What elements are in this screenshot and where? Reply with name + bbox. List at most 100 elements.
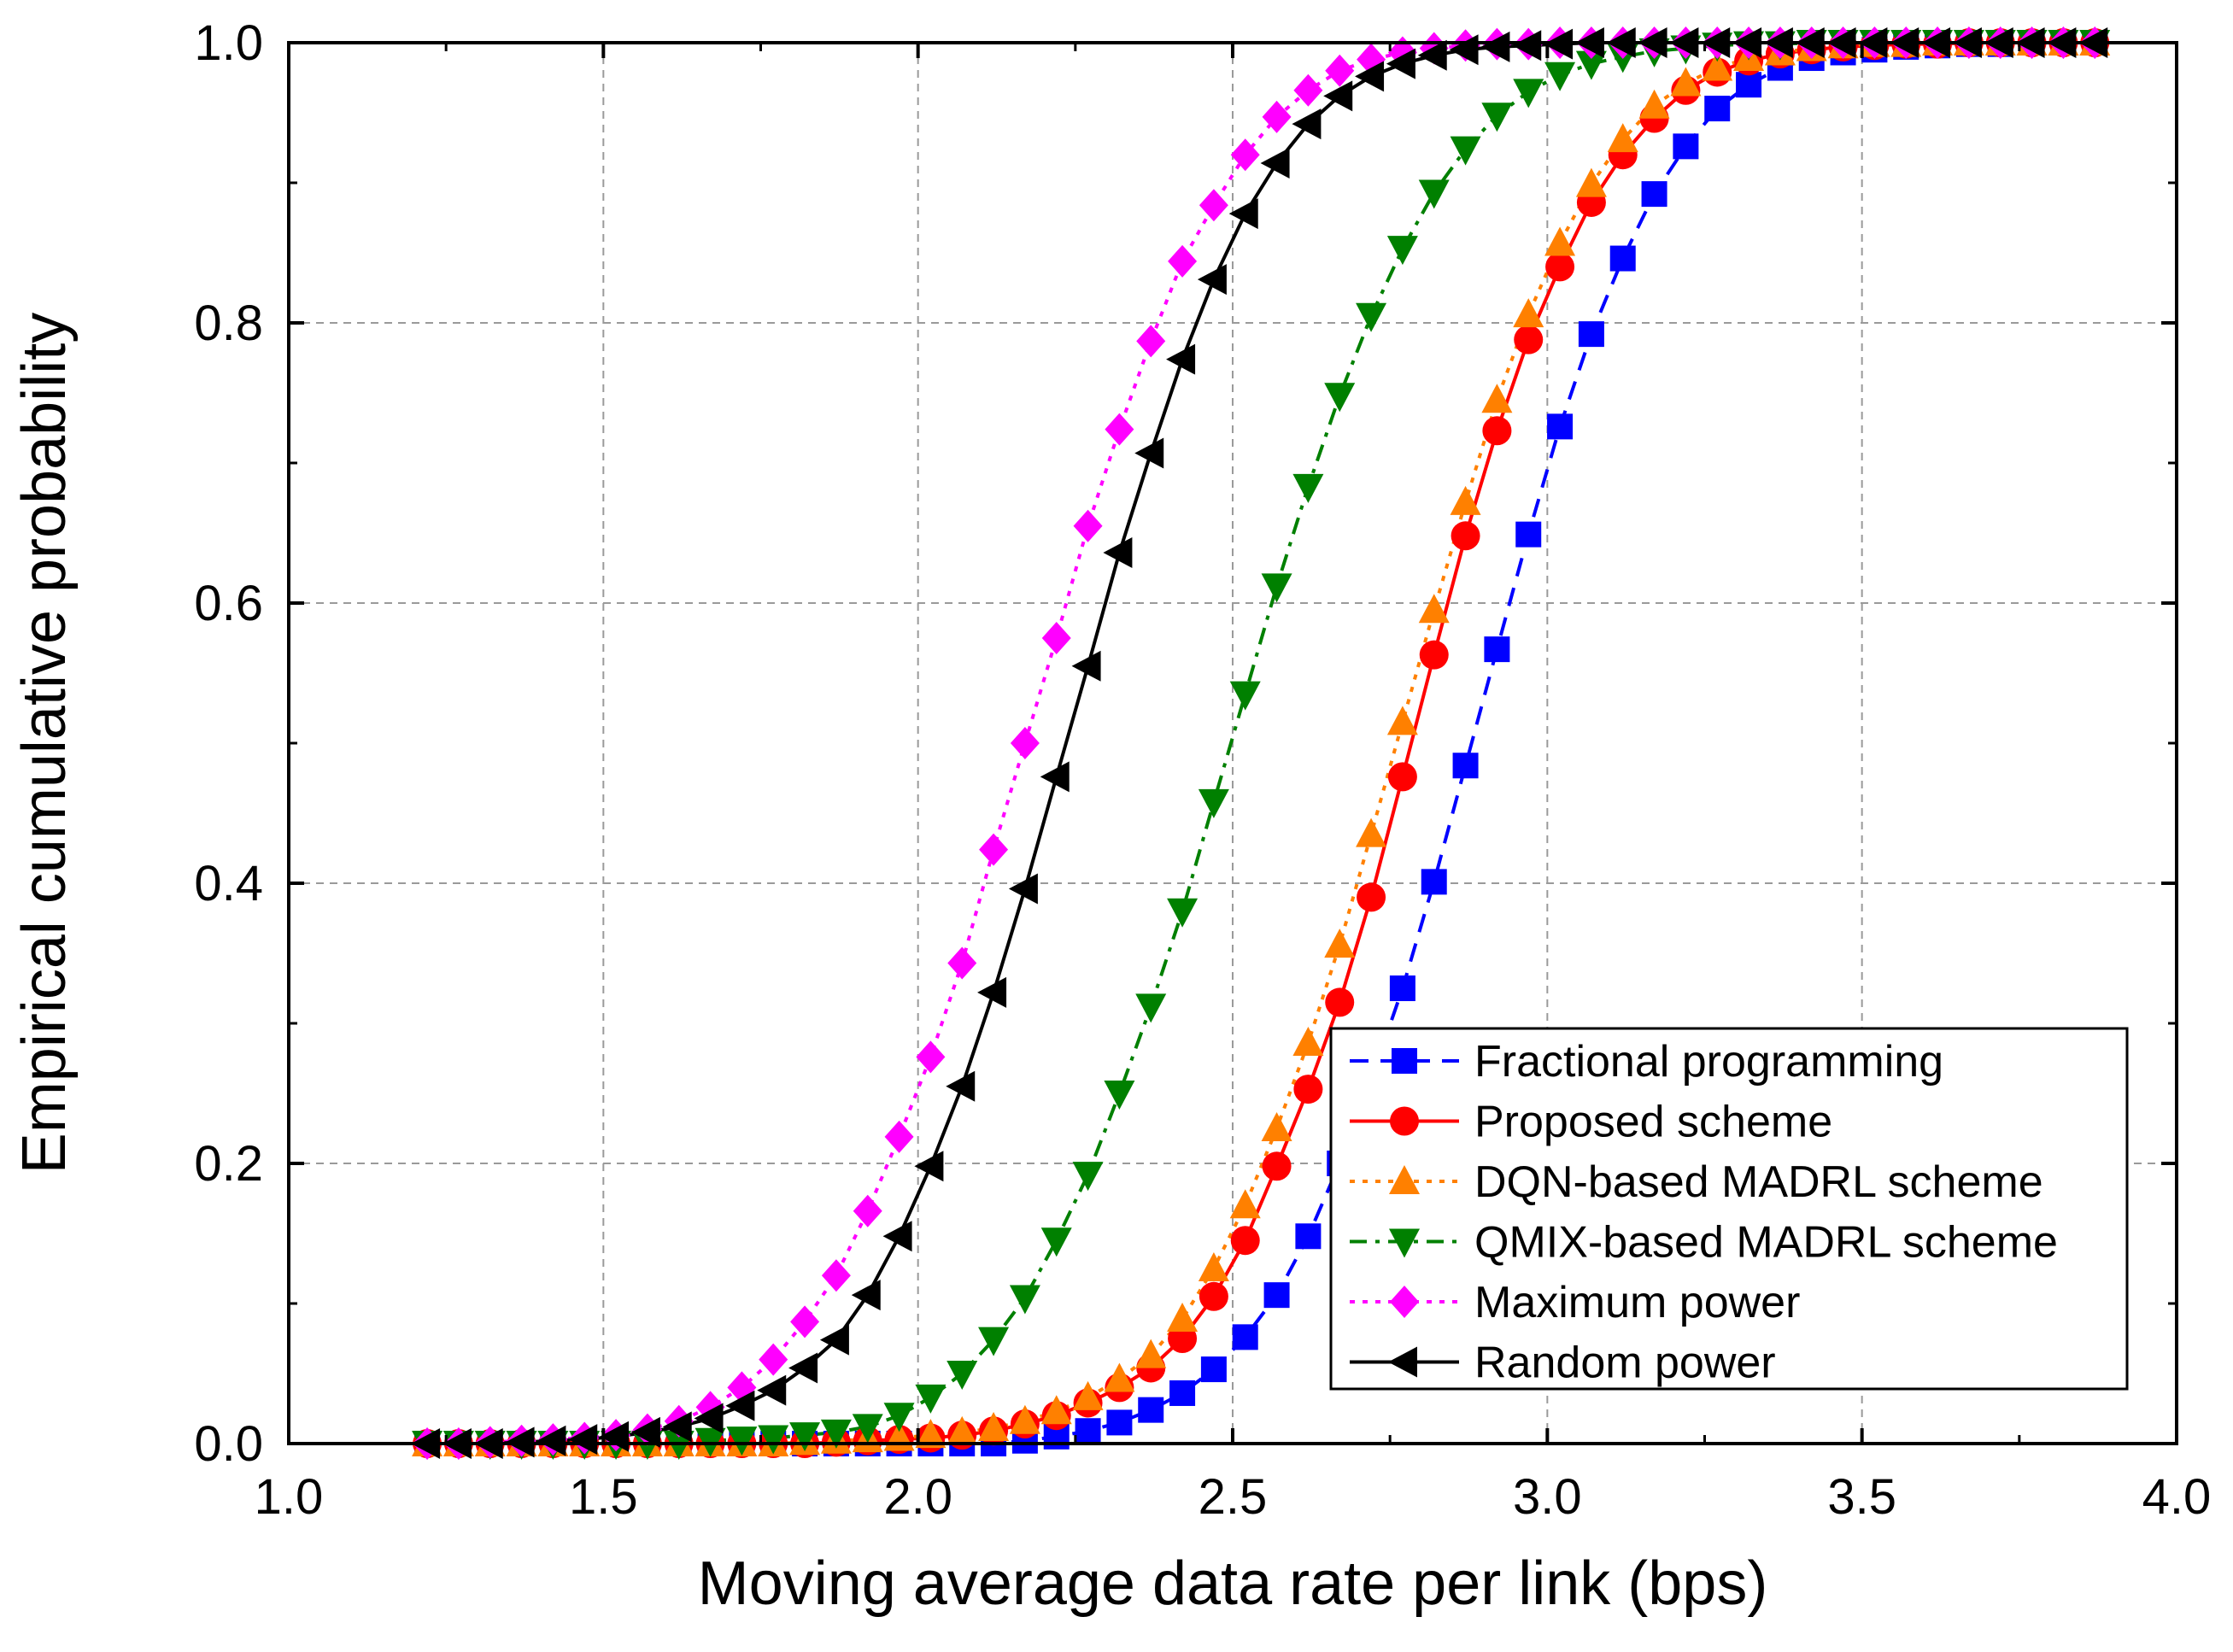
legend-marker	[1390, 1286, 1419, 1318]
data-point	[1166, 343, 1196, 375]
data-point	[1073, 509, 1103, 542]
data-point	[758, 1425, 789, 1455]
data-point	[1641, 181, 1667, 208]
data-point	[1262, 1151, 1292, 1181]
data-point	[853, 1194, 882, 1227]
data-point	[1136, 325, 1166, 358]
data-point	[1104, 1081, 1135, 1110]
data-point	[1324, 383, 1356, 413]
data-point	[1480, 31, 1510, 62]
data-point	[789, 1422, 821, 1452]
data-point	[536, 1425, 566, 1456]
data-point	[1421, 869, 1447, 895]
legend-label: Maximum power	[1474, 1278, 1800, 1327]
data-point	[1484, 636, 1510, 663]
legend-entry: Proposed scheme	[1350, 1098, 1832, 1147]
data-point	[1638, 89, 1670, 119]
data-point	[1230, 1226, 1260, 1256]
data-point	[947, 1361, 978, 1390]
data-point	[1356, 817, 1387, 847]
data-point	[1417, 39, 1447, 71]
data-point	[1452, 753, 1479, 779]
legend-box	[1329, 1027, 2129, 1391]
data-point	[1260, 148, 1290, 179]
data-point	[820, 1419, 852, 1449]
data-point	[1324, 929, 1356, 958]
data-point	[1356, 302, 1387, 332]
legend-label: Proposed scheme	[1474, 1098, 1832, 1147]
data-point	[1387, 762, 1417, 792]
data-point	[759, 1343, 788, 1376]
data-point	[916, 1040, 946, 1074]
data-point	[1138, 1397, 1164, 1423]
data-point	[946, 1070, 976, 1102]
data-point	[1041, 622, 1071, 654]
data-point	[1389, 975, 1415, 1001]
x-tick-label: 2.5	[1199, 1469, 1268, 1525]
data-point	[1040, 1227, 1072, 1257]
data-point	[1229, 681, 1261, 711]
data-point	[1450, 485, 1481, 515]
data-point	[1262, 100, 1292, 133]
data-point	[1418, 179, 1450, 209]
grid-lines	[289, 43, 2177, 1444]
data-point	[979, 833, 1009, 866]
data-point	[1230, 138, 1260, 172]
data-point	[1263, 1282, 1290, 1309]
data-point	[947, 946, 977, 980]
data-point	[1386, 706, 1418, 735]
data-point	[788, 1352, 818, 1384]
data-point	[1197, 264, 1227, 296]
axis-ticks	[287, 41, 2178, 1445]
legend: Fractional programming Proposed scheme DQN…	[1329, 1027, 2129, 1391]
x-tick-label: 1.0	[255, 1469, 324, 1525]
data-point	[1578, 321, 1604, 348]
data-point	[1513, 79, 1544, 108]
data-point	[568, 1424, 598, 1456]
data-point	[1261, 1112, 1292, 1141]
legend-label: QMIX-based MADRL scheme	[1474, 1218, 2058, 1268]
data-point	[1104, 1362, 1135, 1392]
x-tick-label: 3.0	[1513, 1469, 1582, 1525]
data-point	[1071, 650, 1101, 682]
data-point	[978, 1411, 1010, 1441]
data-point	[1009, 1285, 1040, 1315]
legend-marker	[1388, 1346, 1417, 1378]
data-point	[914, 1151, 944, 1182]
data-point	[1673, 133, 1699, 160]
data-point	[1200, 1356, 1227, 1383]
data-point	[1325, 54, 1355, 87]
data-point	[1547, 413, 1574, 440]
y-tick-label: 0.0	[194, 1416, 263, 1472]
data-point	[1545, 252, 1575, 282]
data-point	[1134, 437, 1164, 469]
data-point	[725, 1390, 755, 1421]
data-point	[1135, 993, 1167, 1023]
tick-labels: 1.0 1.5 2.0 2.5 3.0 3.5 4.0 0.0 0.2 0.4 0.6 0.8 1.0	[194, 15, 2211, 1525]
data-point	[1010, 727, 1040, 759]
data-point	[694, 1403, 724, 1434]
data-point	[1228, 198, 1258, 230]
y-tick-label: 0.4	[194, 856, 263, 911]
data-point	[1199, 189, 1228, 222]
y-tick-label: 1.0	[194, 15, 263, 71]
legend-marker	[1392, 1048, 1417, 1074]
y-axis-label: Empirical cumulative probability	[10, 313, 79, 1174]
data-point	[1544, 226, 1576, 256]
data-point	[947, 1415, 978, 1445]
data-point	[1072, 1380, 1104, 1410]
data-point	[1512, 30, 1542, 62]
legend-label: DQN-based MADRL scheme	[1474, 1157, 2043, 1207]
data-point	[1072, 1162, 1104, 1192]
data-point	[1167, 1303, 1199, 1333]
data-point	[1575, 50, 1607, 80]
data-point	[1292, 1026, 1324, 1056]
legend-marker	[1390, 1106, 1419, 1136]
data-point	[1229, 1189, 1261, 1219]
data-point	[1702, 51, 1733, 81]
data-point	[852, 1414, 883, 1444]
series-line-2	[427, 41, 2095, 1445]
legend-entry: Maximum power	[1350, 1278, 1800, 1327]
